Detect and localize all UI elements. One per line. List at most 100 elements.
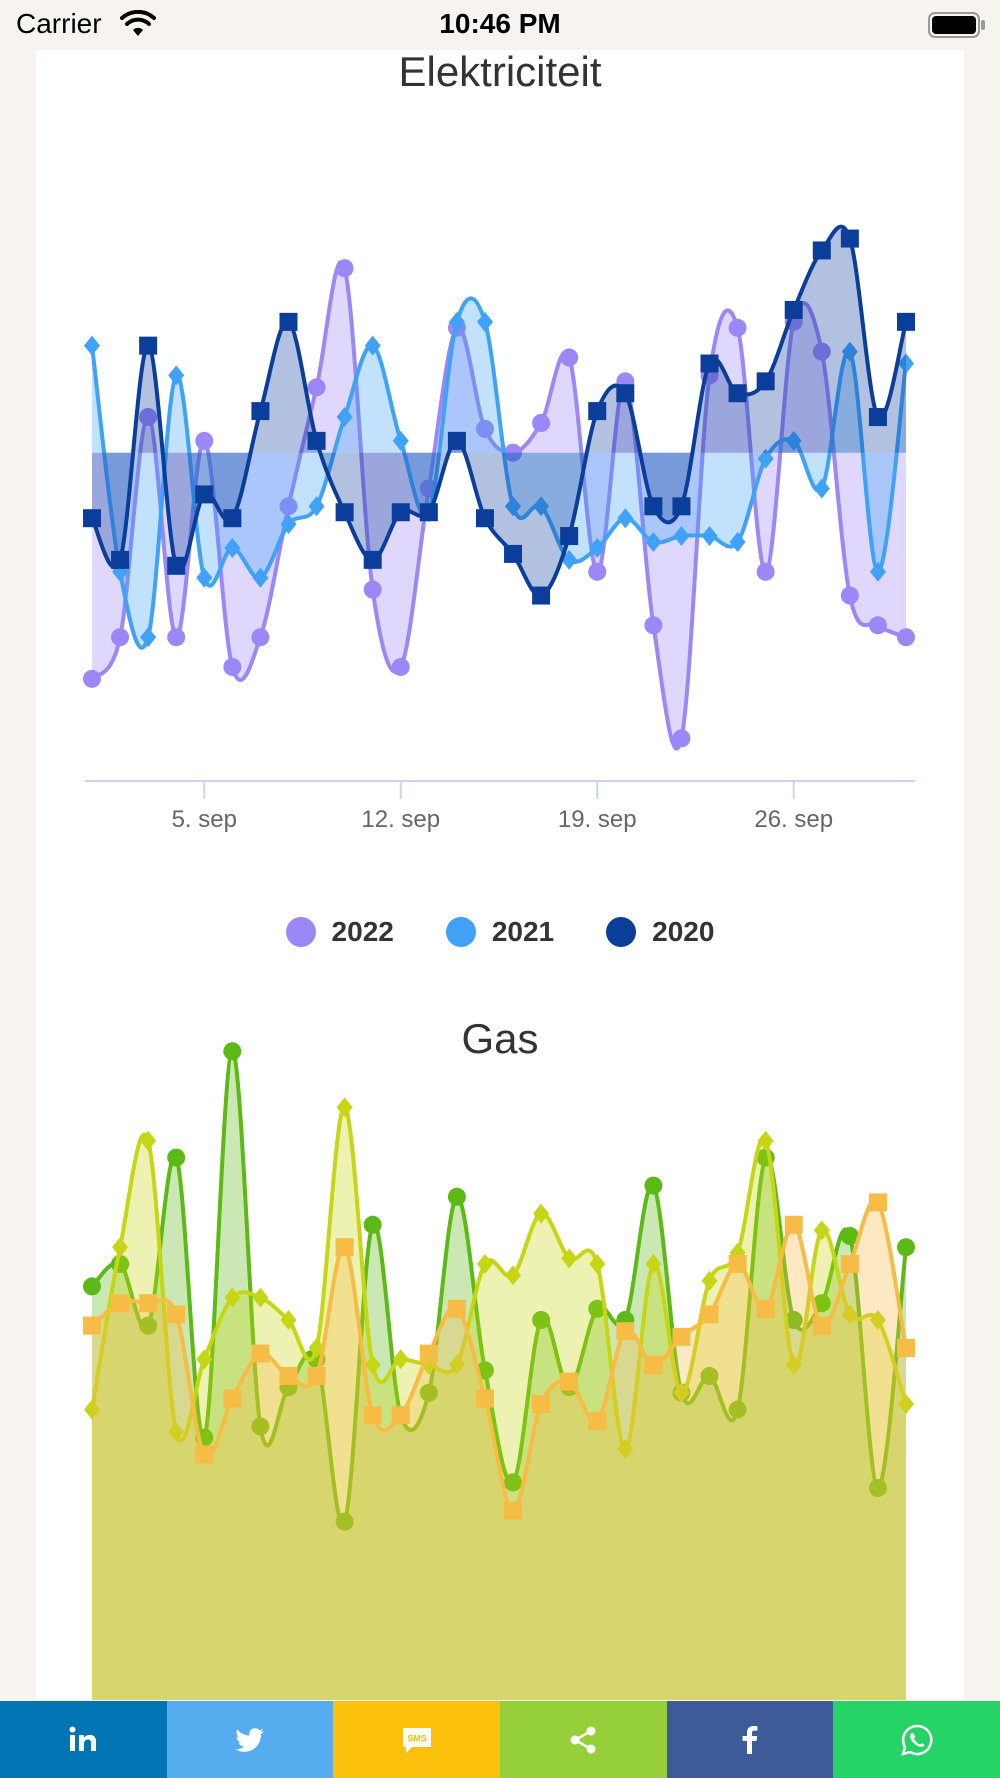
point-2022-18[interactable]	[560, 349, 578, 367]
point-2020-12[interactable]	[392, 503, 410, 521]
point-2020-11[interactable]	[364, 551, 382, 569]
point-series-3-8[interactable]	[279, 1367, 297, 1385]
point-2022-22[interactable]	[672, 729, 690, 747]
point-series-3-24[interactable]	[729, 1255, 747, 1273]
point-2020-7[interactable]	[251, 402, 269, 420]
point-2022-1[interactable]	[83, 670, 101, 688]
point-2022-7[interactable]	[251, 628, 269, 646]
share-facebook-button[interactable]	[667, 1701, 834, 1778]
point-2020-4[interactable]	[167, 557, 185, 575]
point-2020-20[interactable]	[616, 384, 634, 402]
point-2022-29[interactable]	[869, 616, 887, 634]
legend-item-2021[interactable]: 2021	[446, 912, 554, 952]
point-2022-25[interactable]	[757, 563, 775, 581]
point-2022-12[interactable]	[392, 658, 410, 676]
point-series-3-14[interactable]	[448, 1300, 466, 1318]
point-series-3-2[interactable]	[111, 1294, 129, 1312]
point-2022-17[interactable]	[532, 414, 550, 432]
point-series-1-14[interactable]	[448, 1188, 466, 1206]
point-series-3-1[interactable]	[83, 1317, 101, 1335]
point-2020-18[interactable]	[560, 527, 578, 545]
point-series-3-6[interactable]	[223, 1389, 241, 1407]
point-series-3-21[interactable]	[644, 1356, 662, 1374]
point-2022-21[interactable]	[644, 616, 662, 634]
point-series-3-7[interactable]	[251, 1345, 269, 1363]
point-2020-9[interactable]	[308, 432, 326, 450]
point-2022-11[interactable]	[364, 581, 382, 599]
point-2020-13[interactable]	[420, 503, 438, 521]
point-2020-28[interactable]	[841, 230, 859, 248]
point-series-2-10[interactable]	[337, 1097, 353, 1117]
point-2020-10[interactable]	[336, 503, 354, 521]
point-2022-4[interactable]	[167, 628, 185, 646]
point-series-3-25[interactable]	[757, 1300, 775, 1318]
point-2020-22[interactable]	[672, 497, 690, 515]
point-series-1-6[interactable]	[223, 1042, 241, 1060]
point-series-3-27[interactable]	[813, 1317, 831, 1335]
point-2020-17[interactable]	[532, 587, 550, 605]
point-series-3-12[interactable]	[392, 1406, 410, 1424]
legend-item-2020[interactable]: 2020	[606, 912, 714, 952]
point-series-1-1[interactable]	[83, 1277, 101, 1295]
point-2020-15[interactable]	[476, 509, 494, 527]
point-series-3-5[interactable]	[195, 1445, 213, 1463]
point-series-1-4[interactable]	[167, 1149, 185, 1167]
point-2020-1[interactable]	[83, 509, 101, 527]
point-2022-2[interactable]	[111, 628, 129, 646]
point-2022-30[interactable]	[897, 628, 915, 646]
point-series-3-16[interactable]	[504, 1501, 522, 1519]
share-whatsapp-button[interactable]	[833, 1701, 1000, 1778]
point-2022-24[interactable]	[729, 319, 747, 337]
point-2020-27[interactable]	[813, 241, 831, 259]
point-series-3-17[interactable]	[532, 1395, 550, 1413]
point-2020-29[interactable]	[869, 408, 887, 426]
point-series-3-13[interactable]	[420, 1345, 438, 1363]
legend-item-2022[interactable]: 2022	[286, 912, 394, 952]
point-2022-10[interactable]	[336, 259, 354, 277]
point-series-3-30[interactable]	[897, 1339, 915, 1357]
point-2020-14[interactable]	[448, 432, 466, 450]
point-series-3-9[interactable]	[308, 1367, 326, 1385]
point-series-3-15[interactable]	[476, 1389, 494, 1407]
point-series-3-11[interactable]	[364, 1406, 382, 1424]
share-twitter-button[interactable]	[167, 1701, 334, 1778]
point-series-3-10[interactable]	[336, 1238, 354, 1256]
point-2022-19[interactable]	[588, 563, 606, 581]
point-2020-8[interactable]	[279, 313, 297, 331]
point-2020-23[interactable]	[701, 355, 719, 373]
point-series-3-19[interactable]	[588, 1412, 606, 1430]
point-2020-16[interactable]	[504, 545, 522, 563]
point-2020-19[interactable]	[588, 402, 606, 420]
point-series-1-30[interactable]	[897, 1238, 915, 1256]
x-tick-label: 12. sep	[361, 806, 440, 833]
point-2021-1[interactable]	[84, 336, 100, 356]
point-2022-28[interactable]	[841, 587, 859, 605]
share-linkedin-button[interactable]	[0, 1701, 167, 1778]
point-series-3-29[interactable]	[869, 1193, 887, 1211]
point-2020-24[interactable]	[729, 384, 747, 402]
point-series-3-4[interactable]	[167, 1305, 185, 1323]
point-2020-25[interactable]	[757, 372, 775, 390]
point-2020-2[interactable]	[111, 551, 129, 569]
point-series-3-28[interactable]	[841, 1255, 859, 1273]
point-series-1-11[interactable]	[364, 1216, 382, 1234]
point-2020-26[interactable]	[785, 301, 803, 319]
point-2020-6[interactable]	[223, 509, 241, 527]
point-series-3-3[interactable]	[139, 1294, 157, 1312]
share-generic-button[interactable]	[500, 1701, 667, 1778]
point-series-3-20[interactable]	[616, 1322, 634, 1340]
point-2022-9[interactable]	[308, 378, 326, 396]
point-series-1-21[interactable]	[644, 1177, 662, 1195]
point-2020-21[interactable]	[644, 497, 662, 515]
point-2020-3[interactable]	[139, 337, 157, 355]
point-2020-5[interactable]	[195, 485, 213, 503]
point-series-3-22[interactable]	[672, 1328, 690, 1346]
point-2022-5[interactable]	[195, 432, 213, 450]
point-series-3-18[interactable]	[560, 1373, 578, 1391]
point-series-3-26[interactable]	[785, 1216, 803, 1234]
point-series-3-23[interactable]	[701, 1305, 719, 1323]
share-sms-button[interactable]: SMS	[333, 1701, 500, 1778]
whatsapp-icon	[900, 1723, 934, 1757]
point-2020-30[interactable]	[897, 313, 915, 331]
point-2022-6[interactable]	[223, 658, 241, 676]
